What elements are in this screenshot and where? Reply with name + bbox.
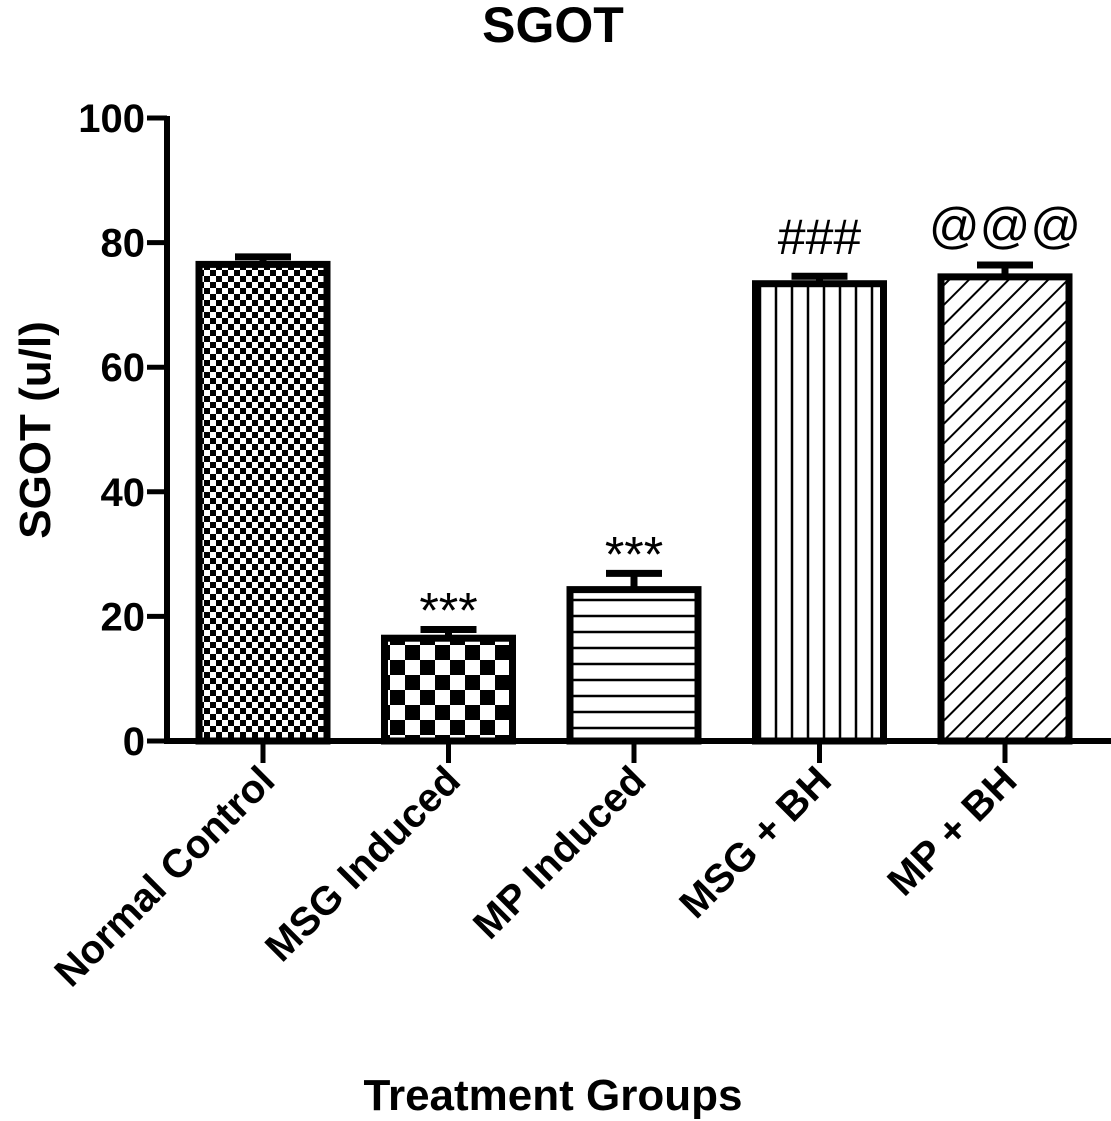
x-tick-label-msg-bh: MSG + BH: [671, 758, 840, 927]
y-tick-label-80: 80: [101, 222, 146, 266]
bar-mp-bh: [937, 273, 1073, 745]
y-tick-label-0: 0: [123, 720, 145, 764]
y-tick-label-60: 60: [101, 346, 146, 390]
annotation-msg-induced: ***: [419, 582, 477, 638]
bar-mp-induced: [566, 586, 702, 745]
x-axis-title: Treatment Groups: [364, 1071, 743, 1120]
annotation-mp-bh: @@@: [929, 198, 1081, 254]
x-tick-label-normal-control: Normal Control: [46, 758, 283, 995]
annotation-msg-bh: ###: [778, 209, 862, 265]
bar-msg-bh: [752, 280, 887, 745]
bar-normal-control: [195, 260, 331, 745]
y-tick-label-20: 20: [101, 595, 146, 639]
annotation-mp-induced: ***: [605, 526, 663, 582]
y-axis-title: SGOT (u/l): [11, 321, 60, 539]
x-tick-label-msg-induced: MSG Induced: [257, 758, 469, 970]
y-tick-label-40: 40: [101, 471, 146, 515]
bar-msg-induced: [381, 634, 516, 745]
x-tick-label-mp-induced: MP Induced: [465, 758, 654, 947]
x-tick-label-mp-bh: MP + BH: [879, 758, 1025, 904]
bars-layer: *** *** ### @@@: [195, 198, 1081, 745]
chart-title: SGOT: [482, 0, 624, 53]
y-tick-label-100: 100: [78, 97, 145, 141]
